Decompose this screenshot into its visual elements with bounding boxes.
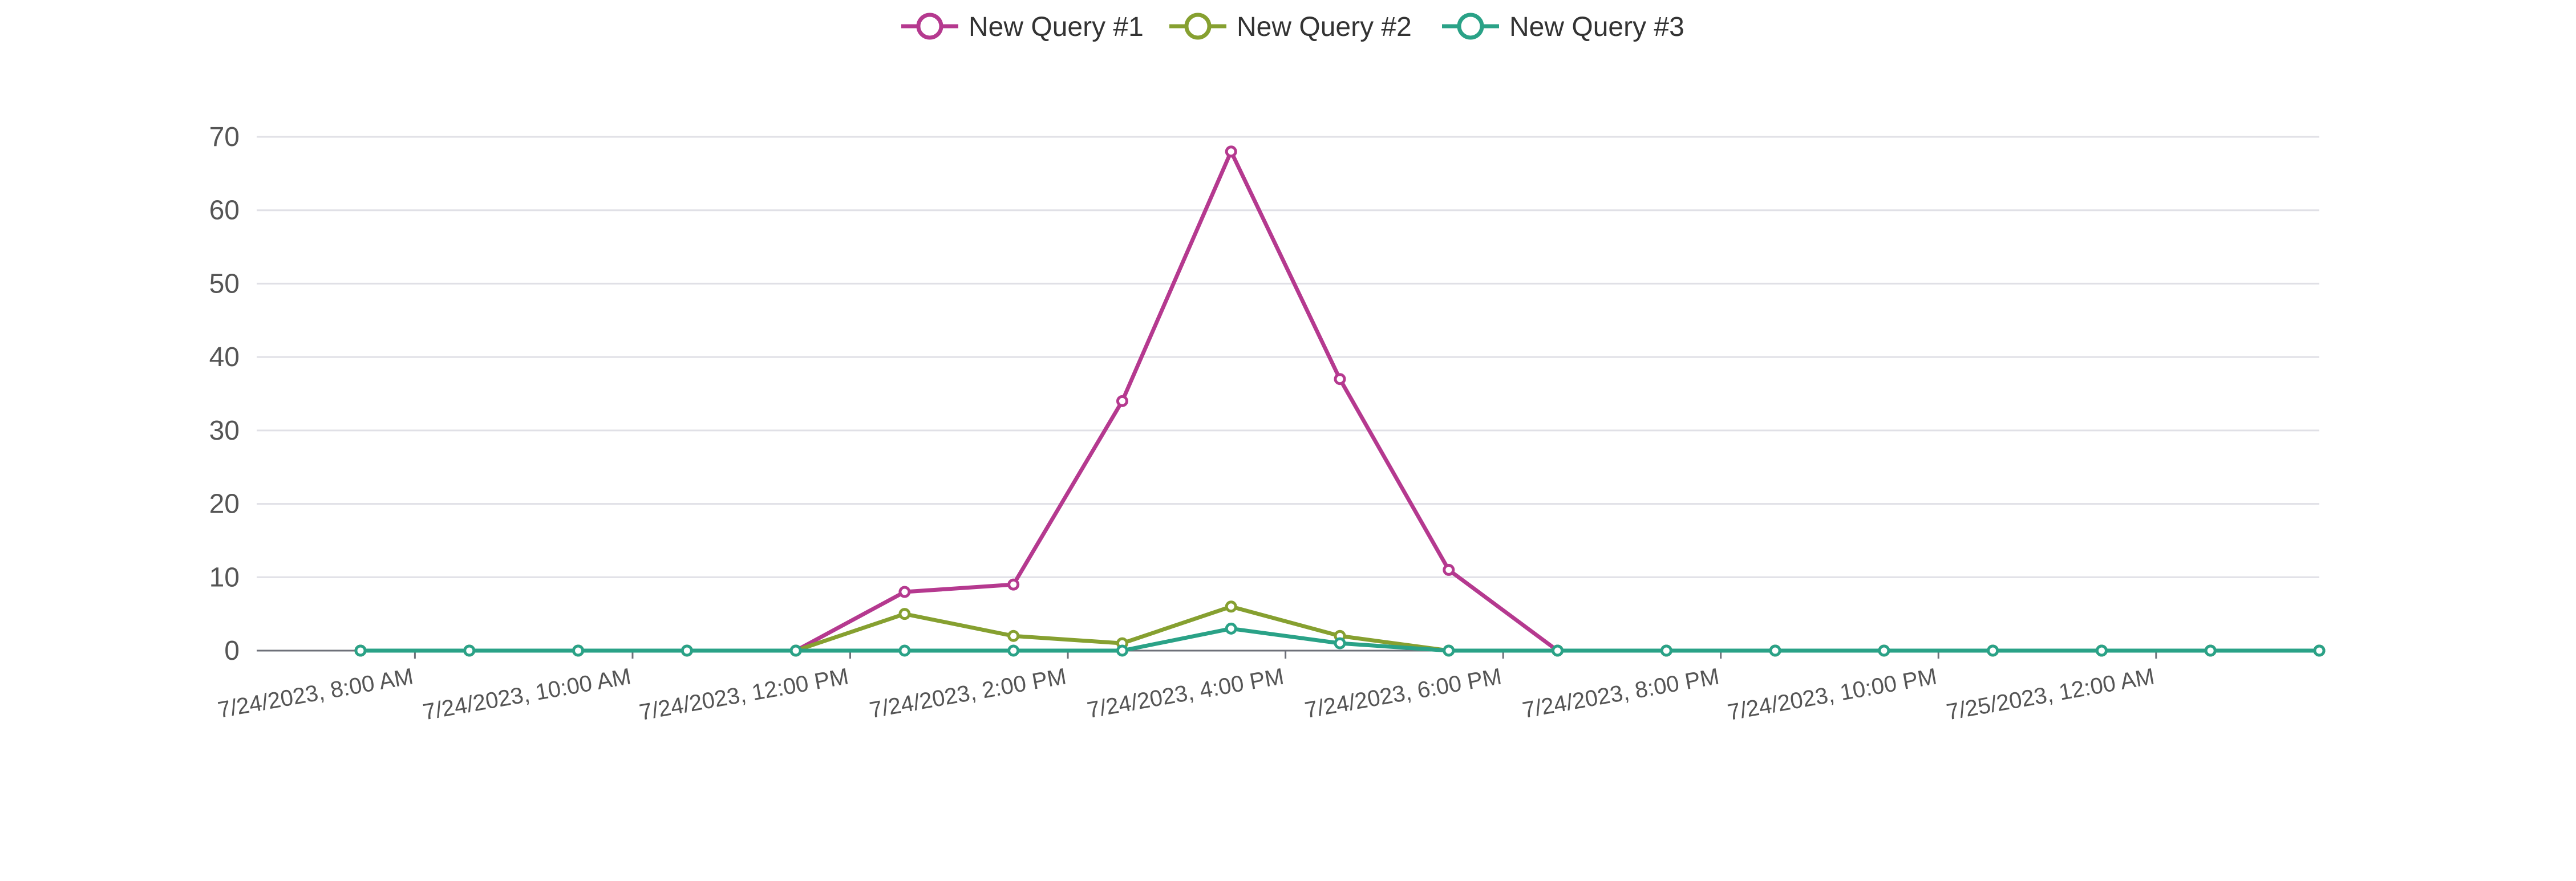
data-point[interactable] [898,586,911,598]
data-point[interactable] [1225,145,1237,158]
data-point[interactable] [1443,563,1455,576]
data-point[interactable] [1987,644,1999,657]
series-layer [354,145,2326,657]
y-tick-label: 70 [209,122,240,152]
y-tick-label: 0 [224,636,240,666]
x-axis: 7/24/2023, 8:00 AM 7/24/2023, 10:00 AM 7/2… [216,649,2319,725]
data-point[interactable] [1334,637,1346,649]
y-tick-label: 50 [209,269,240,299]
legend-label: New Query #3 [1509,12,1684,42]
data-point[interactable] [1878,644,1890,657]
legend-item-2[interactable]: New Query #2 [1169,12,1412,42]
data-point[interactable] [1769,644,1781,657]
data-point[interactable] [898,644,911,657]
x-tick-label: 7/24/2023, 10:00 PM [1726,664,1938,725]
legend-label: New Query #2 [1237,12,1412,42]
data-point[interactable] [463,644,476,657]
x-tick-label: 7/24/2023, 6:00 PM [1303,664,1503,723]
x-tick-label: 7/24/2023, 2:00 PM [868,664,1068,723]
legend-marker-icon [1457,13,1484,40]
legend-item-3[interactable]: New Query #3 [1442,12,1684,42]
series-1 [354,145,2326,657]
data-point[interactable] [2095,644,2108,657]
y-tick-label: 40 [209,342,240,372]
legend-item-1[interactable]: New Query #1 [901,12,1144,42]
data-point[interactable] [572,644,585,657]
data-point[interactable] [681,644,693,657]
legend-label: New Query #1 [969,12,1144,42]
data-point[interactable] [1334,373,1346,385]
data-point[interactable] [1007,644,1020,657]
data-point[interactable] [1552,644,1564,657]
data-point[interactable] [354,644,367,657]
legend: New Query #1 New Query #2 New Query #3 [901,12,1684,42]
data-point[interactable] [1116,395,1128,407]
y-axis: 0 10 20 30 40 50 60 70 [209,122,240,666]
y-tick-label: 10 [209,562,240,592]
x-tick-label: 7/24/2023, 8:00 AM [216,664,415,723]
data-point[interactable] [1225,622,1237,635]
data-point[interactable] [898,608,911,620]
data-point[interactable] [1225,600,1237,613]
x-tick-label: 7/24/2023, 10:00 AM [421,664,633,725]
data-point[interactable] [2204,644,2217,657]
legend-marker-icon [916,13,943,40]
y-tick-label: 20 [209,489,240,519]
data-point[interactable] [1007,578,1020,591]
x-tick-label: 7/24/2023, 8:00 PM [1521,664,1721,723]
y-tick-label: 30 [209,416,240,446]
x-tick-label: 7/24/2023, 4:00 PM [1086,664,1286,723]
y-tick-label: 60 [209,196,240,226]
x-tick-label: 7/25/2023, 12:00 AM [1945,664,2156,725]
series-3 [354,622,2326,657]
data-point[interactable] [789,644,802,657]
grid-lines [257,136,2319,578]
data-point[interactable] [1116,644,1128,657]
data-point[interactable] [2313,644,2326,657]
series-line [358,149,2322,653]
x-tick-label: 7/24/2023, 12:00 PM [638,664,850,725]
data-point[interactable] [1443,644,1455,657]
data-point[interactable] [1660,644,1672,657]
legend-marker-icon [1184,13,1212,40]
data-point[interactable] [1007,630,1020,642]
